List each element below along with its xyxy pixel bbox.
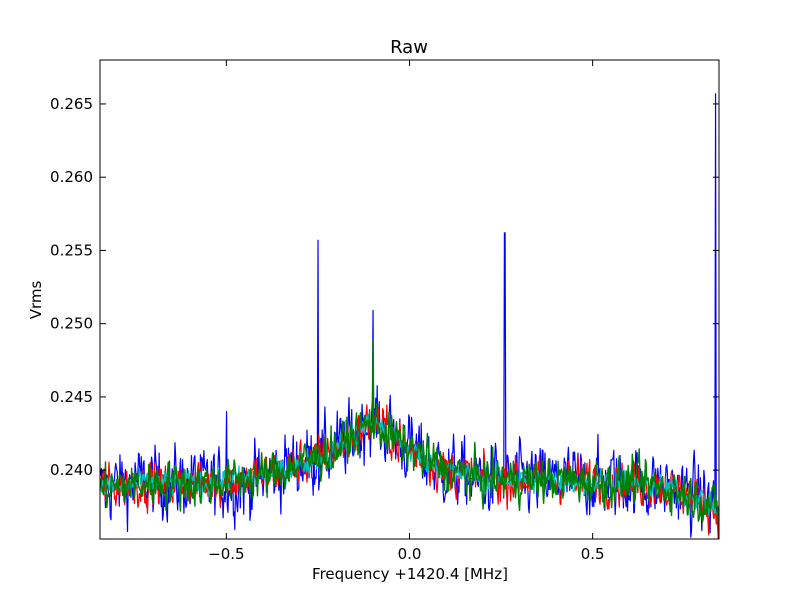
y-axis-title: Vrms <box>27 281 45 320</box>
series-line-4 <box>100 339 719 523</box>
y-tick-label: 0.260 <box>50 168 93 186</box>
y-axis: 0.240 0.245 0.250 0.255 0.260 0.265 <box>50 95 719 479</box>
y-tick-label: 0.245 <box>50 388 93 406</box>
y-tick-label: 0.265 <box>50 95 93 113</box>
y-tick-label: 0.250 <box>50 315 93 333</box>
chart-title: Raw <box>390 37 428 58</box>
x-tick-label: 0.0 <box>398 545 422 563</box>
x-tick-label: −0.5 <box>208 545 244 563</box>
x-axis: −0.5 0.0 0.5 <box>208 60 605 563</box>
plot-area <box>100 93 719 539</box>
y-tick-label: 0.255 <box>50 241 93 259</box>
x-tick-label: 0.5 <box>581 545 605 563</box>
x-axis-title: Frequency +1420.4 [MHz] <box>312 565 508 583</box>
y-tick-label: 0.240 <box>50 461 93 479</box>
series-line-1 <box>100 93 719 538</box>
